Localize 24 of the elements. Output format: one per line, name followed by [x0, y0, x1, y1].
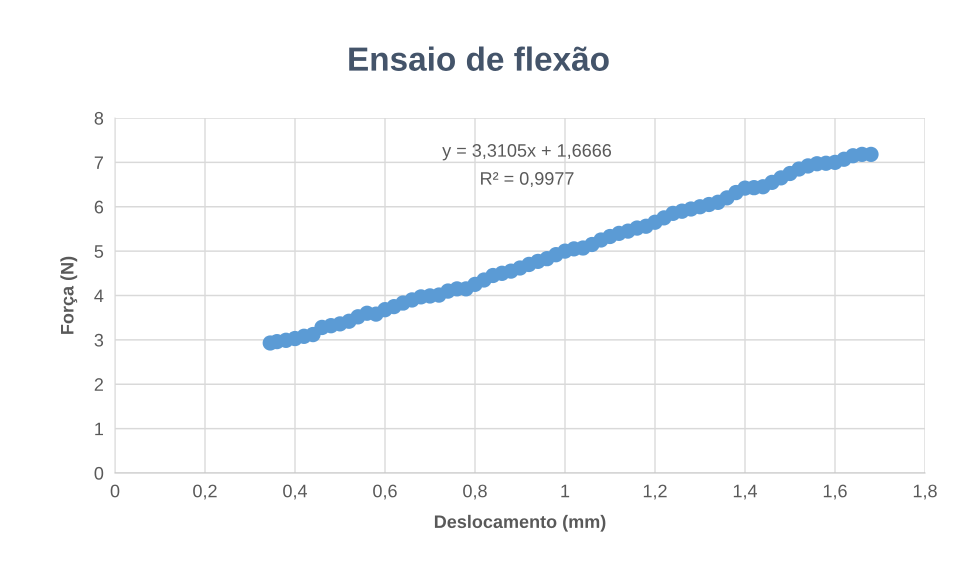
y-tick-label: 8 [94, 112, 104, 125]
x-tick-label: 0 [110, 484, 120, 498]
y-tick-label: 3 [94, 334, 104, 347]
y-tick-label: 4 [94, 290, 104, 302]
x-tick-label: 1,6 [824, 484, 847, 500]
x-tick-label: 1 [561, 484, 570, 498]
annotation: y = 3,3105x + 1,6666 [442, 144, 612, 160]
y-tick-label: 0 [94, 466, 104, 480]
y-tick-label: 5 [94, 245, 104, 258]
y-tick-label: 1 [95, 422, 104, 436]
chart-title: Ensaio de flexão [349, 46, 609, 71]
annotation: R² = 0,9977 [481, 172, 574, 187]
x-tick-label: 0,4 [283, 484, 308, 500]
y-tick-label: 2 [94, 378, 103, 391]
y-axis-title: Força (N) [60, 256, 78, 334]
x-tick-label: 1,2 [644, 484, 667, 500]
x-tick-label: 0,6 [373, 484, 397, 500]
x-tick-label: 0,8 [463, 484, 487, 500]
x-tick-label: 1,8 [914, 484, 937, 500]
x-tick-label: 1,4 [734, 484, 758, 500]
y-tick-label: 7 [94, 156, 103, 169]
y-tick-label: 6 [94, 200, 104, 214]
x-tick-label: 0,2 [193, 484, 217, 500]
x-axis-title: Deslocamento (mm) [434, 514, 606, 532]
